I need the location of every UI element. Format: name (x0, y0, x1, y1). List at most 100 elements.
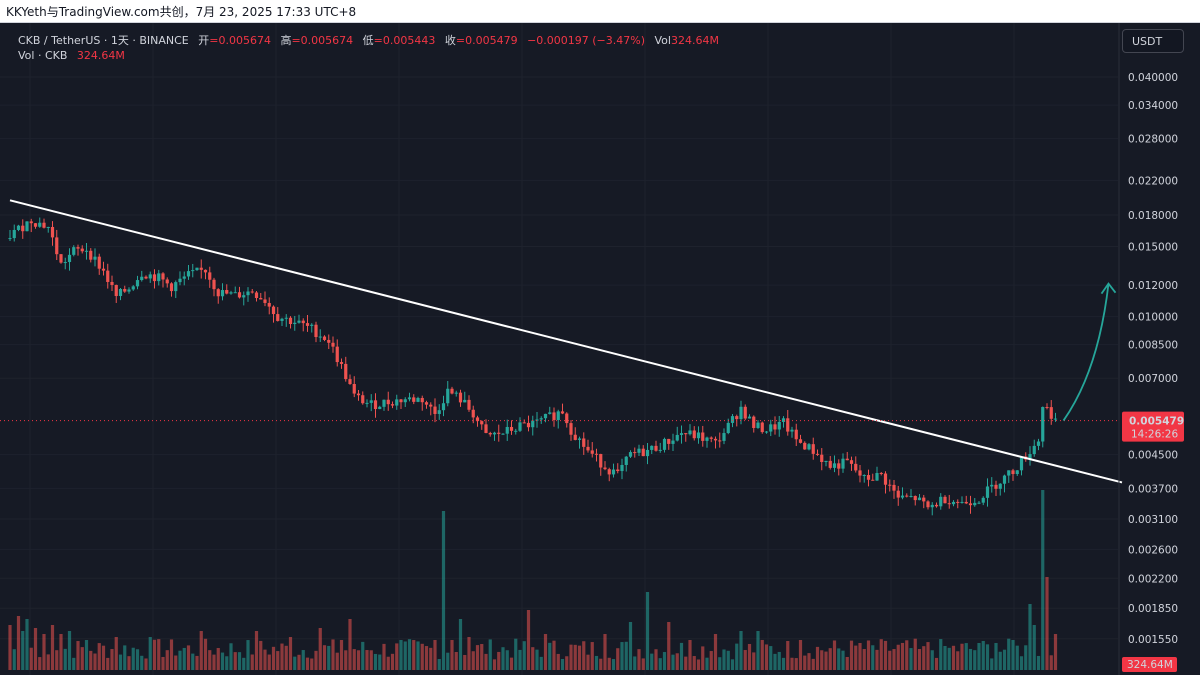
price-axis-tick-9: 0.007000 (1128, 373, 1178, 385)
volume-bar-216 (926, 642, 930, 670)
volume-bar-243 (1041, 490, 1045, 670)
volume-bar-185 (794, 658, 798, 670)
volume-bar-56 (246, 640, 250, 670)
legend-symbol[interactable]: CKB / TetherUS · 1天 · BINANCE (18, 34, 189, 47)
volume-bar-91 (395, 643, 399, 670)
candle-body-12 (59, 254, 63, 263)
candle-body-139 (599, 454, 603, 468)
volume-bar-2 (16, 616, 21, 670)
candle-body-44 (195, 267, 199, 271)
candle-body-77 (335, 346, 339, 363)
candle-body-121 (522, 422, 526, 424)
candle-body-97 (420, 397, 424, 403)
volume-bar-48 (212, 654, 216, 670)
candle-body-76 (331, 342, 335, 347)
candle-body-189 (811, 444, 815, 454)
candle-body-74 (322, 336, 327, 340)
volume-bar-225 (964, 643, 968, 670)
candle-body-21 (97, 256, 101, 269)
volume-bar-70 (305, 657, 310, 670)
volume-bar-181 (777, 651, 781, 670)
candle-body-222 (951, 501, 956, 505)
candle-body-208 (892, 484, 896, 491)
volume-bar-178 (764, 644, 769, 670)
candle-body-43 (191, 270, 195, 272)
candle-body-56 (246, 291, 250, 296)
candle-body-173 (743, 406, 747, 419)
candle-body-240 (1028, 454, 1032, 460)
candle-body-146 (628, 452, 633, 457)
volume-bar-142 (611, 659, 616, 670)
candle-body-60 (263, 299, 267, 303)
candle-body-122 (526, 422, 531, 428)
candle-body-230 (985, 486, 990, 498)
candle-body-202 (866, 475, 871, 480)
volume-bar-120 (518, 649, 522, 670)
volume-bar-89 (386, 656, 390, 670)
volume-bar-161 (692, 656, 696, 670)
candle-body-226 (968, 503, 973, 506)
volume-bar-108 (467, 637, 471, 670)
volume-bar-55 (242, 657, 246, 670)
volume-bar-176 (756, 631, 760, 670)
volume-bar-122 (526, 610, 531, 670)
price-axis-tick-14: 0.002200 (1128, 573, 1178, 585)
volume-bar-132 (569, 644, 573, 670)
volume-bar-7 (38, 657, 42, 670)
candle-body-75 (327, 339, 331, 343)
candle-body-94 (407, 397, 412, 400)
volume-bar-211 (905, 640, 909, 670)
candle-body-187 (803, 442, 807, 450)
candle-body-220 (943, 496, 947, 504)
volume-bar-113 (488, 639, 492, 670)
volume-bar-69 (301, 650, 305, 670)
candle-body-214 (917, 497, 922, 501)
candle-body-3 (21, 225, 25, 232)
volume-bar-74 (322, 645, 327, 670)
volume-bar-63 (276, 651, 280, 670)
candle-body-87 (378, 406, 382, 410)
price-axis-tick-7: 0.010000 (1128, 312, 1178, 324)
volume-bar-171 (735, 643, 739, 670)
candle-body-70 (305, 323, 310, 326)
volume-bar-151 (650, 653, 654, 670)
candle-body-148 (637, 448, 641, 453)
volume-bar-62 (271, 646, 276, 670)
volume-bar-190 (815, 646, 820, 670)
candle-body-210 (900, 495, 905, 498)
candle-body-69 (301, 320, 305, 324)
candle-body-243 (1041, 407, 1045, 442)
candle-body-101 (437, 410, 441, 414)
price-axis-tick-0: 0.040000 (1128, 72, 1178, 84)
candle-body-229 (981, 497, 985, 503)
volume-bar-180 (773, 653, 777, 670)
trendline (9, 199, 1123, 484)
countdown-value: 14:26:26 (1131, 429, 1178, 441)
candle-body-186 (798, 439, 803, 443)
candle-body-223 (956, 501, 960, 503)
candle-body-149 (641, 448, 645, 457)
volume-bar-232 (994, 643, 998, 670)
candle-body-182 (781, 418, 786, 422)
volume-bar-16 (76, 641, 80, 670)
volume-bar-147 (633, 656, 637, 670)
volume-bar-20 (93, 653, 97, 670)
volume-bar-40 (178, 650, 182, 670)
candle-body-167 (718, 440, 722, 442)
candle-body-152 (654, 445, 658, 451)
candle-body-20 (93, 256, 97, 260)
candle-body-178 (764, 431, 769, 433)
candle-body-25 (114, 284, 118, 297)
volume-bar-114 (492, 659, 497, 670)
candle-body-38 (169, 283, 174, 292)
candle-body-113 (488, 432, 492, 435)
volume-bar-175 (752, 652, 756, 670)
candle-body-81 (352, 384, 356, 394)
currency-button[interactable]: USDT (1122, 29, 1184, 53)
volume-bar-19 (89, 650, 93, 670)
volume-bar-227 (973, 650, 977, 670)
volume-bar-47 (208, 650, 212, 670)
projection-arrow (1062, 283, 1110, 422)
volume-bar-67 (293, 656, 297, 670)
